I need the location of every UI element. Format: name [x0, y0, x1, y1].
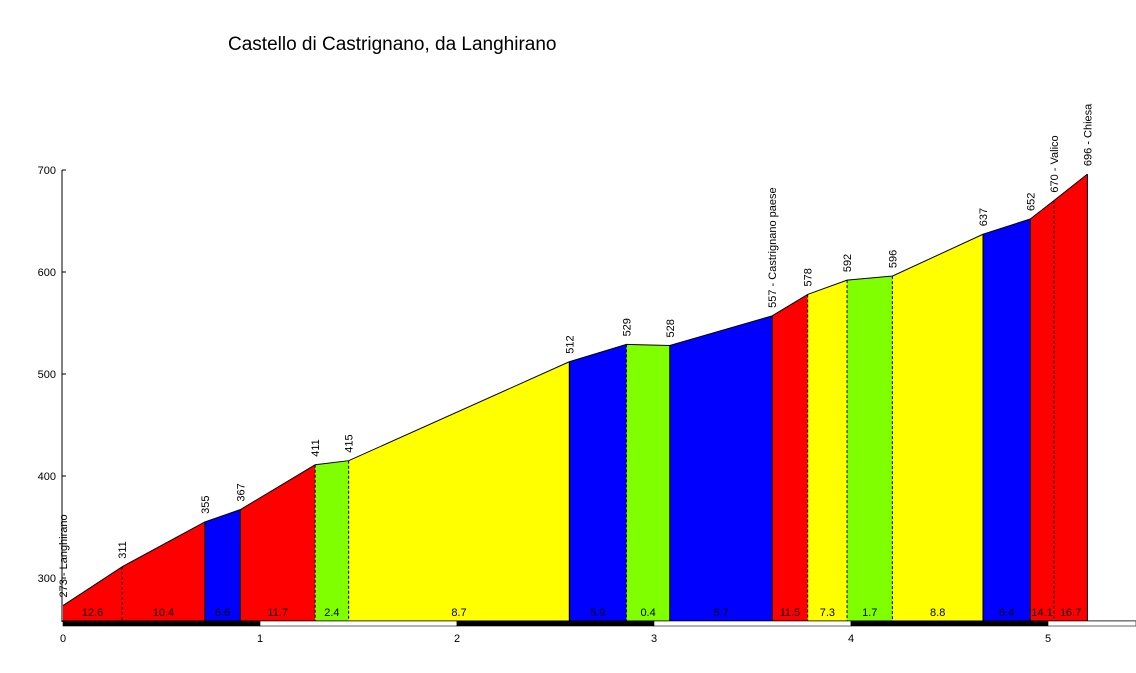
km-scale-bar [653, 620, 852, 627]
gradient-label: 11.7 [267, 607, 288, 619]
x-tick-label: 0 [60, 633, 66, 645]
gradient-label: 0.4 [640, 607, 655, 619]
elevation-label: 528 [665, 319, 677, 337]
profile-segment-area [1030, 200, 1054, 621]
profile-segment-area [204, 509, 241, 621]
profile-line [62, 173, 1088, 606]
x-tick-label: 3 [651, 633, 657, 645]
gradient-label: 11.5 [780, 607, 801, 619]
gradient-label: 6.4 [999, 607, 1014, 619]
profile-fill-layer [63, 174, 1088, 621]
gradient-label: 6.6 [215, 607, 230, 619]
elevation-label: 670 - Valico [1049, 135, 1061, 192]
km-scale-bar [259, 620, 458, 627]
elevation-label: 652 [1025, 193, 1037, 211]
profile-segment-area [807, 280, 848, 621]
profile-segment-area [240, 464, 316, 621]
profile-segment-area [626, 344, 670, 621]
chart-title: Castello di Castrignano, da Langhirano [228, 34, 557, 55]
y-tick-label: 400 [38, 471, 56, 483]
gradient-label: 2.4 [324, 607, 339, 619]
gradient-labels-layer: 12.6 10.4 6.6 11.7 2.4 8.7 5.9 0.4 5.7 11.5 7.3 1.7… [82, 607, 1082, 619]
profile-segment-area [847, 276, 893, 621]
axes-layer: 300 400 500 600 700 0 1 2 3 4 5 [38, 165, 1136, 645]
gradient-label: 12.6 [82, 607, 103, 619]
gradient-label: 8.8 [930, 607, 945, 619]
y-tick-label: 500 [38, 369, 56, 381]
elevation-labels-layer: 273 - Langhirano 311 355 367 411 415 512 529 528… [58, 103, 1094, 598]
elevation-label: 557 - Castrignano paese [767, 187, 779, 307]
elevation-label: 529 [621, 318, 633, 336]
profile-segment-area [63, 566, 123, 621]
x-tick-label: 5 [1045, 633, 1051, 645]
profile-segment-area [348, 361, 570, 621]
x-tick-label: 1 [257, 633, 263, 645]
profile-segment-area [569, 344, 627, 621]
segment-boundary-layer [121, 174, 1088, 621]
elevation-label: 355 [200, 496, 212, 514]
elevation-label: 411 [310, 439, 322, 457]
elevation-label: 696 - Chiesa [1082, 103, 1094, 166]
y-tick-label: 600 [38, 267, 56, 279]
elevation-label: 596 [887, 250, 899, 268]
elevation-label: 512 [564, 335, 576, 353]
elevation-label: 415 [344, 434, 356, 452]
profile-line-layer [62, 173, 1088, 606]
profile-segment-area [122, 521, 205, 621]
profile-segment-area [982, 218, 1031, 621]
gradient-label: 5.7 [713, 607, 728, 619]
gradient-label: 10.4 [153, 607, 174, 619]
x-tick-label: 2 [454, 633, 460, 645]
gradient-label: 1.7 [862, 607, 877, 619]
profile-segment-area [669, 315, 773, 621]
km-scale-bar [456, 620, 655, 627]
km-scale-bar [850, 620, 1049, 627]
profile-segment-area [892, 234, 983, 621]
gradient-label: 5.9 [590, 607, 605, 619]
y-tick-label: 300 [38, 573, 56, 585]
gradient-label: 7.3 [820, 607, 835, 619]
elevation-label: 311 [117, 541, 129, 559]
elevation-label: 367 [235, 483, 247, 501]
profile-segment-area [772, 294, 808, 621]
gradient-label: 8.7 [451, 607, 466, 619]
gradient-label: 14.1 [1031, 607, 1052, 619]
x-tick-label: 4 [848, 633, 854, 645]
gradient-label: 16.7 [1060, 607, 1081, 619]
km-scale-bar [62, 620, 261, 627]
elevation-label: 637 [978, 208, 990, 226]
elevation-label: 578 [803, 268, 815, 286]
profile-segment-area [1053, 174, 1088, 621]
y-tick-label: 700 [38, 165, 56, 177]
profile-segment-area [315, 460, 349, 621]
elevation-label: 273 - Langhirano [58, 514, 70, 597]
km-scale-bar [1047, 620, 1136, 627]
elevation-label: 592 [842, 254, 854, 272]
